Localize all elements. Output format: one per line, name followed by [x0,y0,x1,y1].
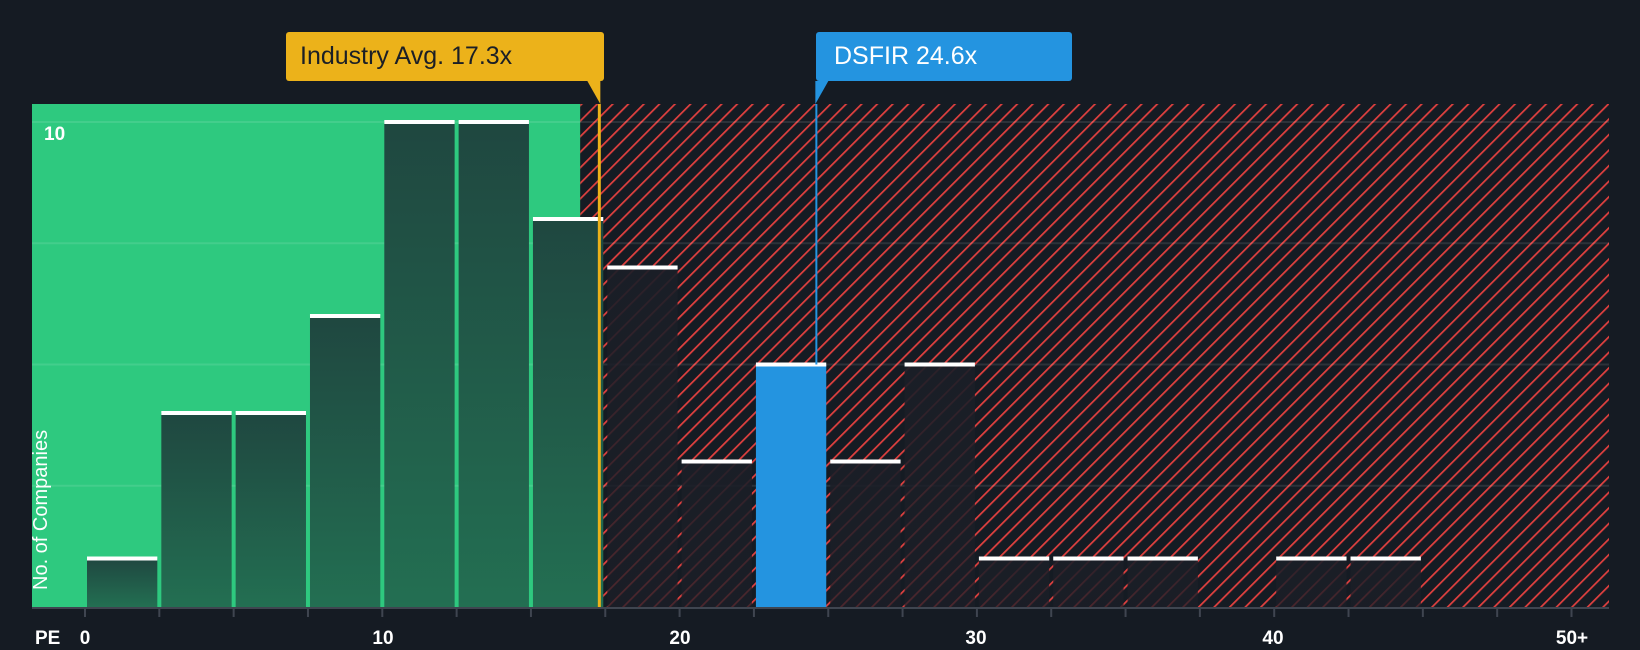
histogram-bar [532,219,604,607]
bar-cap [161,411,232,415]
bar-cap [904,362,975,367]
bar-cap [235,411,306,415]
bar-cap [532,217,604,221]
bar-cap [384,120,455,124]
bar-cap [1053,556,1124,561]
bar-cap [87,556,158,561]
x-tick-label: 0 [79,628,91,649]
histogram-bar [87,558,158,607]
histogram-bar [1350,558,1421,607]
x-axis [32,607,1609,617]
bar-cap [607,265,678,270]
histogram-bar [1053,558,1124,607]
histogram-bar [161,413,232,607]
x-tick-label: 10 [372,628,394,649]
histogram-bar [830,461,901,607]
industry-callout-pointer [587,81,601,104]
x-tick-label: 40 [1262,628,1284,649]
histogram-bar [1276,558,1347,607]
company-pe-callout: DSFIR 24.6x [816,32,1072,81]
y-axis-label: No. of Companies [30,429,52,590]
histogram-bar [235,413,306,607]
x-tick-label: 50+ [1555,628,1589,649]
y-tick-10: 10 [44,124,66,145]
bar-cap [1276,556,1347,561]
bar-cap [978,556,1050,561]
histogram-bar [904,364,975,607]
marker-lines [587,81,829,607]
x-tick-label: 20 [669,628,691,649]
industry-average-callout: Industry Avg. 17.3x [286,32,604,81]
bar-cap [1350,556,1421,561]
histogram-bar [384,122,455,607]
bar-cap [309,314,381,318]
bar-cap [458,120,529,124]
company-bar [755,364,827,607]
histogram-bar [309,316,381,607]
bar-cap [1127,556,1198,561]
x-tick-label: 30 [965,628,987,649]
bar-cap [755,362,827,367]
bar-cap [681,459,752,464]
x-axis-name: PE [35,628,61,649]
histogram-bar [681,461,752,607]
histogram-bar [978,558,1050,607]
histogram-bars [87,120,1421,607]
company-callout-pointer [815,81,829,104]
histogram-bar [1127,558,1198,607]
bar-cap [830,459,901,464]
histogram-bar [607,267,678,607]
histogram-bar [458,122,529,607]
